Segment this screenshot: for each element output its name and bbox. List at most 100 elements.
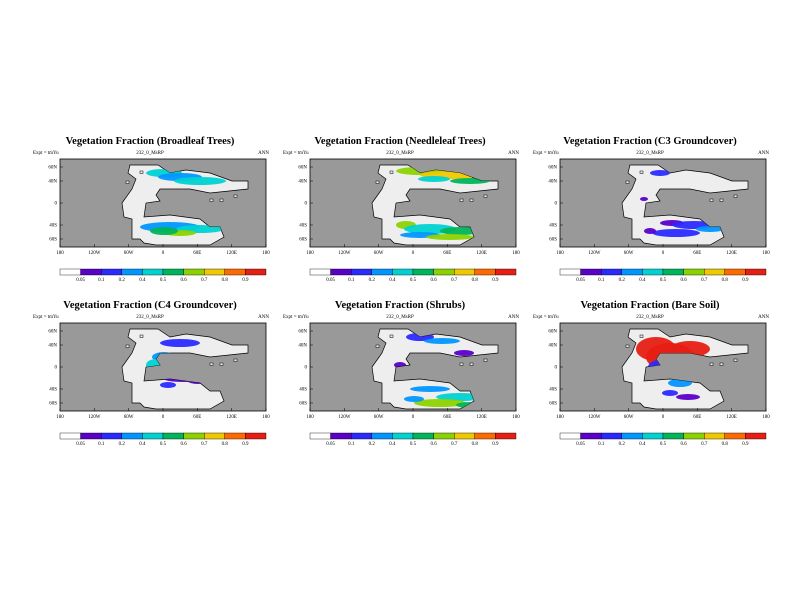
map-panel-c3-groundcover: Vegetation Fraction (C3 Groundcover) Exp… <box>530 136 770 286</box>
vegetation-patch <box>440 227 480 235</box>
colorbar-label: 0.8 <box>722 278 729 283</box>
colorbar-label: 0.5 <box>410 278 417 283</box>
lat-tick-label: 60S <box>549 238 557 243</box>
lon-tick-label: 60W <box>374 415 384 420</box>
lon-tick-label: 0 <box>162 415 165 420</box>
lon-tick-label: 60W <box>124 415 134 420</box>
lon-tick-label: 60W <box>624 251 634 256</box>
colorbar: 0.05 0.1 0.2 0.4 0.5 0.6 0.7 0.8 0.9 <box>559 268 767 283</box>
colorbar-swatch <box>703 268 725 276</box>
island <box>125 180 130 184</box>
lat-tick-label: 0 <box>555 366 558 371</box>
lon-tick-label: 60W <box>124 251 134 256</box>
colorbar-label: 0.4 <box>389 442 396 447</box>
island <box>389 334 394 338</box>
colorbar-swatch <box>559 268 581 276</box>
island <box>139 170 144 174</box>
island <box>483 358 488 362</box>
lon-tick-label: 120W <box>338 415 351 420</box>
map-panel-broadleaf-trees: Vegetation Fraction (Broadleaf Trees) Ex… <box>30 136 270 286</box>
vegetation-patch <box>418 176 450 182</box>
vegetation-patch <box>410 386 450 392</box>
colorbar-label: 0.5 <box>410 442 417 447</box>
island <box>375 344 380 348</box>
lat-tick-label: 40N <box>298 344 307 349</box>
season-label: ANN <box>758 151 769 156</box>
lon-tick-label: 120W <box>88 251 101 256</box>
world-map: 60N 40N 0 40S 60S 180 120W 60W 0 60E 120E 180 <box>298 322 520 420</box>
lon-tick-label: 120E <box>726 251 737 256</box>
island <box>625 344 630 348</box>
colorbar-swatch <box>330 432 352 440</box>
colorbar-swatch <box>371 268 393 276</box>
vegetation-patch <box>160 339 200 347</box>
island <box>469 362 474 366</box>
island <box>483 194 488 198</box>
vegetation-patch <box>650 170 670 176</box>
panel-title: Vegetation Fraction (C4 Groundcover) <box>63 300 237 311</box>
colorbar-label: 0.6 <box>180 442 187 447</box>
lat-tick-label: 40S <box>299 224 307 229</box>
lon-tick-label: 120W <box>588 251 601 256</box>
vegetation-patch <box>670 341 710 357</box>
season-label: ANN <box>758 315 769 320</box>
island <box>625 180 630 184</box>
colorbar-swatch <box>245 432 267 440</box>
colorbar-label: 0.6 <box>180 278 187 283</box>
colorbar-label: 0.7 <box>701 278 708 283</box>
colorbar-label: 0.2 <box>369 442 376 447</box>
colorbar-swatch <box>224 432 246 440</box>
lat-tick-label: 60N <box>548 330 557 335</box>
lat-tick-label: 0 <box>55 366 58 371</box>
colorbar-label: 0.05 <box>76 278 85 283</box>
lon-tick-label: 180 <box>306 415 314 420</box>
colorbar-label: 0.7 <box>451 442 458 447</box>
island <box>139 334 144 338</box>
colorbar-label: 0.7 <box>201 442 208 447</box>
lon-tick-label: 0 <box>412 251 415 256</box>
colorbar-swatch <box>621 432 643 440</box>
colorbar-label: 0.4 <box>139 278 146 283</box>
colorbar-label: 0.1 <box>348 278 355 283</box>
colorbar-swatch <box>433 268 455 276</box>
lon-tick-label: 120W <box>88 415 101 420</box>
colorbar-label: 0.8 <box>222 278 229 283</box>
colorbar-swatch <box>662 432 684 440</box>
lat-tick-label: 40S <box>49 388 57 393</box>
lat-tick-label: 60N <box>48 166 57 171</box>
island <box>709 362 714 366</box>
island <box>375 180 380 184</box>
lat-tick-label: 40N <box>548 180 557 185</box>
lon-tick-label: 60W <box>624 415 634 420</box>
lat-tick-label: 60S <box>49 402 57 407</box>
map-panel-bare-soil: Vegetation Fraction (Bare Soil) Expt = t… <box>530 300 770 450</box>
colorbar-label: 0.1 <box>98 442 105 447</box>
season-label: ANN <box>508 151 519 156</box>
vegetation-patch <box>414 399 466 407</box>
colorbar-label: 0.2 <box>369 278 376 283</box>
vegetation-patch <box>150 227 178 235</box>
lat-tick-label: 40S <box>49 224 57 229</box>
colorbar-swatch <box>80 432 102 440</box>
lat-tick-label: 0 <box>305 202 308 207</box>
lat-tick-label: 60N <box>548 166 557 171</box>
island <box>459 362 464 366</box>
island <box>639 334 644 338</box>
colorbar-swatch <box>433 432 455 440</box>
lon-tick-label: 60E <box>193 415 201 420</box>
island <box>219 198 224 202</box>
lon-tick-label: 180 <box>556 251 564 256</box>
island <box>639 170 644 174</box>
island <box>469 198 474 202</box>
island <box>709 198 714 202</box>
lon-tick-label: 180 <box>556 415 564 420</box>
colorbar-swatch <box>100 432 122 440</box>
colorbar-swatch <box>683 432 705 440</box>
panel-title: Vegetation Fraction (C3 Groundcover) <box>563 136 737 147</box>
lat-tick-label: 60N <box>298 166 307 171</box>
lon-tick-label: 0 <box>162 251 165 256</box>
lat-tick-label: 40S <box>299 388 307 393</box>
lon-tick-label: 120E <box>226 251 237 256</box>
vegetation-patch <box>644 228 656 234</box>
colorbar-label: 0.4 <box>639 442 646 447</box>
